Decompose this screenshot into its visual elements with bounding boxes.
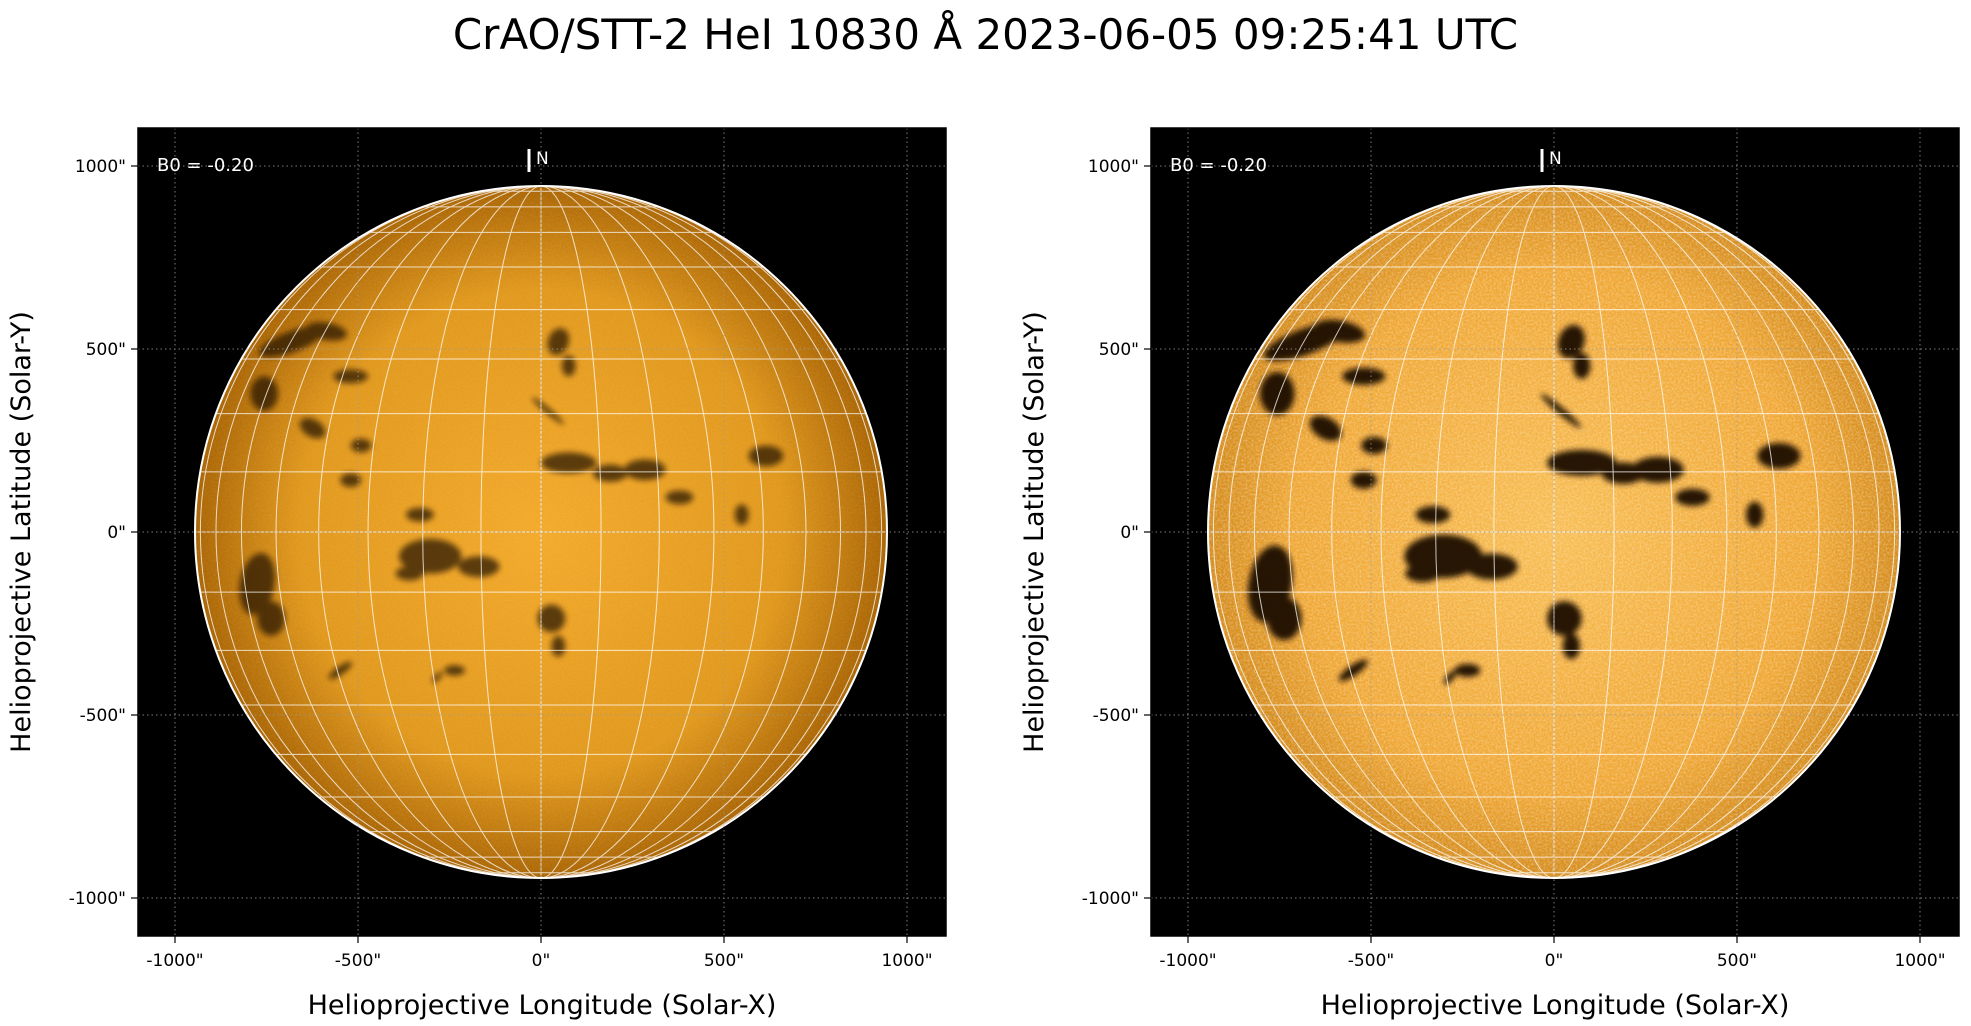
dark-feature xyxy=(547,328,570,356)
dark-feature xyxy=(1557,324,1585,359)
y-tick-label: 500" xyxy=(1099,340,1139,360)
dark-feature xyxy=(1405,564,1440,583)
y-axis-label: Helioprojective Latitude (Solar-Y) xyxy=(1019,311,1050,753)
dark-feature xyxy=(444,665,465,676)
dark-feature xyxy=(1573,352,1591,379)
y-tick-label: 1000" xyxy=(75,157,126,177)
b0-label: B0 = -0.20 xyxy=(1170,155,1267,176)
dark-feature xyxy=(406,507,434,522)
dark-feature xyxy=(299,418,326,439)
dark-feature xyxy=(457,556,500,577)
dark-feature xyxy=(259,326,325,358)
y-tick-label: -500" xyxy=(1093,706,1139,726)
limb-outline xyxy=(194,185,888,879)
dark-feature xyxy=(350,438,372,453)
dark-feature xyxy=(1259,371,1295,416)
dark-feature xyxy=(1547,449,1617,476)
dark-feature xyxy=(561,355,576,377)
solar-disk xyxy=(195,186,887,878)
north-label: N xyxy=(1549,149,1562,169)
x-tick-label: 1000" xyxy=(881,951,932,971)
north-label: N xyxy=(536,149,549,169)
dark-feature xyxy=(1415,506,1451,524)
dark-feature xyxy=(1547,601,1582,636)
x-tick-label: -500" xyxy=(335,951,381,971)
figure-title: CrAO/STT-2 HeI 10830 Å 2023-06-05 09:25:… xyxy=(452,10,1519,59)
dark-feature xyxy=(1313,319,1366,343)
dark-feature xyxy=(250,376,279,411)
dark-filaments xyxy=(1247,319,1801,685)
dark-feature xyxy=(624,459,666,481)
x-tick-label: -500" xyxy=(1348,951,1394,971)
dark-filaments xyxy=(239,322,784,683)
dark-feature xyxy=(1454,663,1481,677)
dark-feature xyxy=(305,322,347,341)
dark-feature xyxy=(1465,553,1518,580)
y-tick-label: 0" xyxy=(107,523,126,543)
y-tick-label: 1000" xyxy=(1088,157,1139,177)
dark-feature xyxy=(395,566,424,581)
x-tick-label: 1000" xyxy=(1894,951,1945,971)
dark-feature xyxy=(340,473,362,488)
dark-feature xyxy=(399,538,462,574)
y-tick-label: -1000" xyxy=(69,889,126,909)
x-tick-label: -1000" xyxy=(1159,951,1216,971)
dark-feature xyxy=(734,504,749,526)
y-tick-label: 500" xyxy=(86,340,126,360)
dark-feature xyxy=(592,464,628,482)
y-tick-label: -1000" xyxy=(1082,889,1139,909)
dark-feature xyxy=(1746,501,1764,528)
dark-feature xyxy=(537,604,566,633)
x-axis-label: Helioprojective Longitude (Solar-X) xyxy=(308,990,777,1021)
dark-feature xyxy=(1540,394,1581,428)
solar-disk xyxy=(1208,186,1900,878)
x-tick-label: 0" xyxy=(532,951,551,971)
dark-feature xyxy=(665,490,694,505)
dark-feature xyxy=(333,369,369,384)
dark-feature xyxy=(1338,659,1368,682)
x-tick-label: -1000" xyxy=(146,951,203,971)
dark-feature xyxy=(1757,442,1801,469)
dark-feature xyxy=(328,661,352,680)
dark-feature xyxy=(551,635,566,657)
x-tick-label: 500" xyxy=(1717,951,1757,971)
y-tick-label: -500" xyxy=(80,706,126,726)
x-tick-label: 0" xyxy=(1545,951,1564,971)
x-tick-label: 500" xyxy=(704,951,744,971)
dark-feature xyxy=(1266,596,1302,641)
panel-right: -1000" -1000" -500" -500" 0" 0" 500" 500" 1000" 1… xyxy=(1019,127,1960,1021)
x-axis-label: Helioprojective Longitude (Solar-X) xyxy=(1321,990,1790,1021)
b0-label: B0 = -0.20 xyxy=(157,155,254,176)
dark-feature xyxy=(1309,415,1342,441)
limb-outline xyxy=(1207,185,1901,879)
dark-feature xyxy=(531,397,564,425)
dark-feature xyxy=(1350,471,1377,489)
heliographic-grid xyxy=(1208,186,1900,878)
dark-feature xyxy=(1342,367,1386,385)
dark-feature xyxy=(1675,488,1710,507)
dark-feature xyxy=(1562,633,1580,660)
dark-feature xyxy=(239,553,276,615)
dark-feature xyxy=(432,671,443,683)
dark-feature xyxy=(257,601,285,636)
dark-feature xyxy=(1631,456,1684,483)
dark-feature xyxy=(748,445,784,467)
dark-feature xyxy=(541,452,597,474)
dark-feature xyxy=(1361,436,1388,455)
panel-left: -1000" -1000" -500" -500" 0" 0" 500" 500" 1000" 1… xyxy=(6,127,947,1021)
y-axis-label: Helioprojective Latitude (Solar-Y) xyxy=(6,311,37,753)
y-tick-label: 0" xyxy=(1120,523,1139,543)
